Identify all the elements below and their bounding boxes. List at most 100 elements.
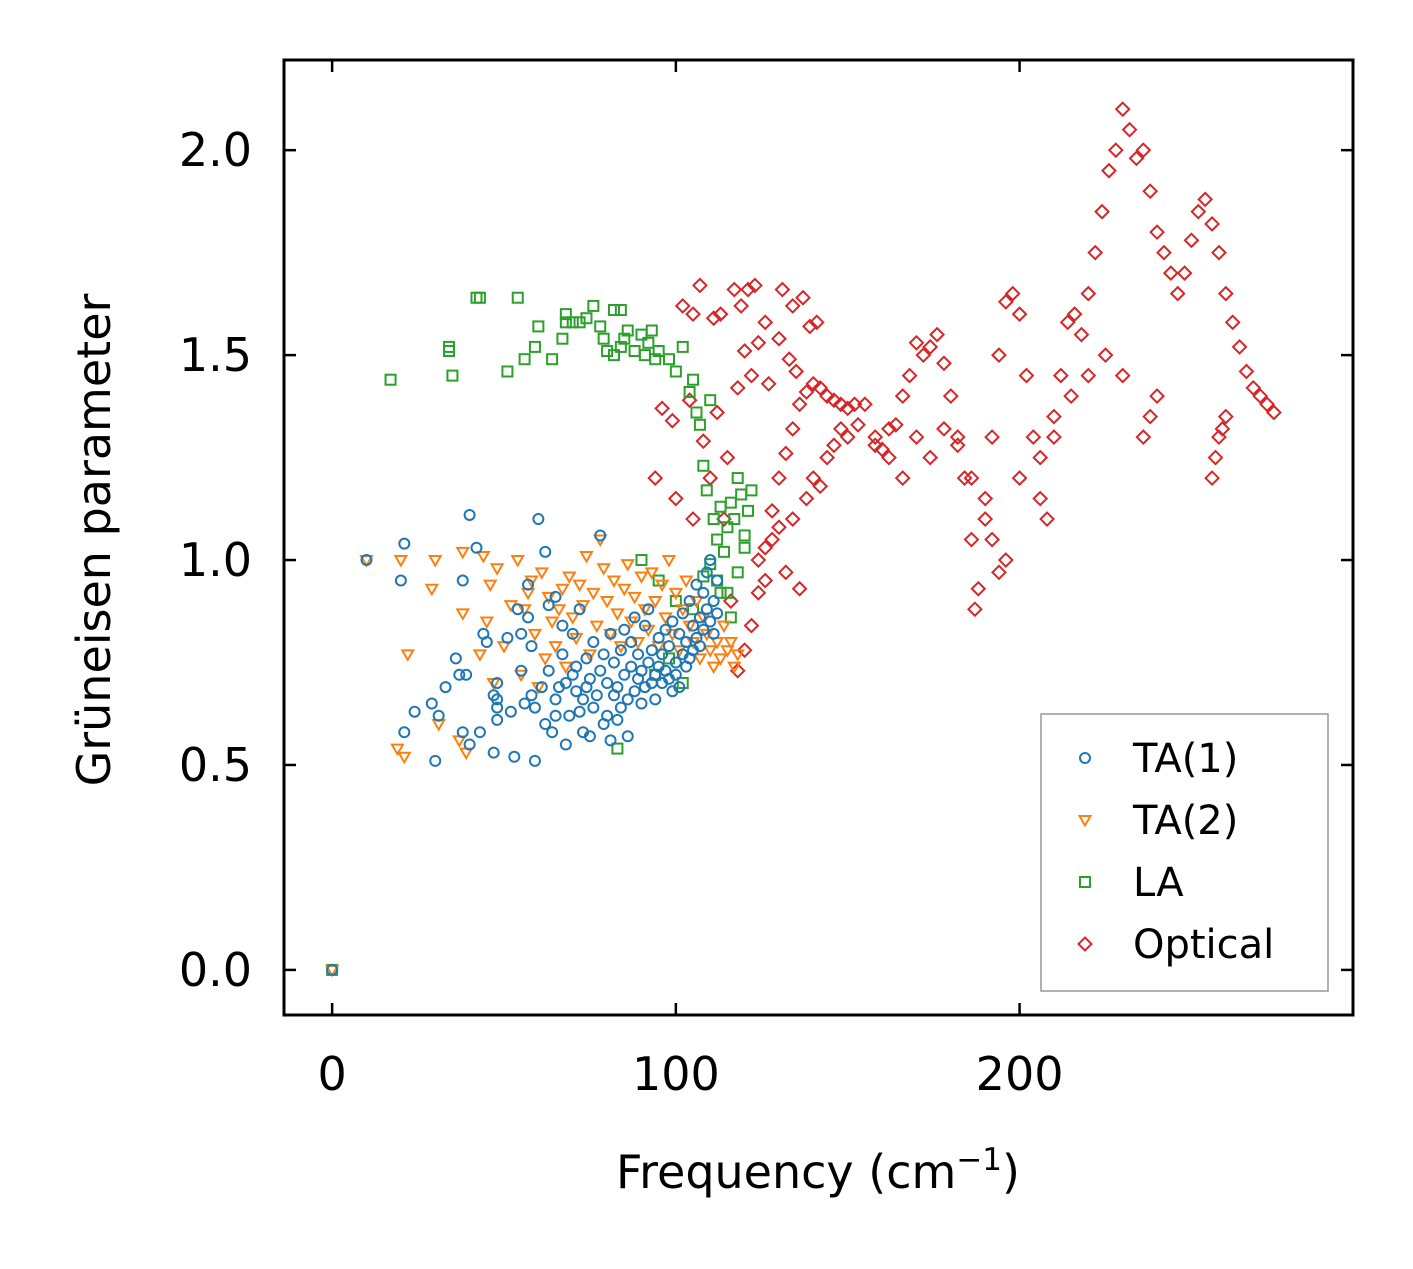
x-axis-label-main: Frequency (cm [616, 1145, 956, 1199]
point-optical [929, 326, 946, 343]
point-ta-1 [618, 623, 631, 636]
point-ta-1 [326, 963, 339, 976]
point-ta-1 [601, 709, 614, 722]
point-optical [743, 617, 760, 634]
axis-ticks-layer: 0 100 200 0.0 0.5 1.0 1.5 2.0 [179, 60, 1353, 1101]
point-optical [729, 379, 746, 396]
legend-marker-0 [1079, 752, 1091, 764]
point-optical [1176, 265, 1193, 282]
point-optical [991, 347, 1007, 364]
point-la [446, 369, 459, 382]
point-ta-1 [460, 668, 473, 681]
point-optical [781, 351, 798, 368]
point-ta-1 [473, 726, 486, 739]
point-ta-2 [720, 645, 735, 658]
point-la [580, 312, 593, 325]
point-la [711, 533, 724, 546]
point-ta-2 [524, 575, 539, 589]
point-la [669, 365, 682, 378]
point-optical [1142, 408, 1159, 425]
point-ta-2 [489, 563, 505, 576]
point-ta-1 [687, 619, 700, 632]
point-ta-1 [625, 660, 638, 673]
point-ta-1 [408, 705, 421, 718]
point-optical [846, 396, 863, 413]
point-ta-1 [707, 627, 720, 640]
point-ta-1 [594, 664, 607, 677]
point-optical [805, 470, 822, 486]
point-ta-1 [704, 554, 717, 567]
point-la [717, 545, 730, 558]
point-ta-1 [635, 697, 648, 710]
point-optical [819, 388, 836, 405]
point-ta-1 [491, 677, 504, 690]
point-ta-1 [700, 566, 713, 579]
point-optical [1245, 379, 1262, 396]
point-ta-2 [538, 653, 553, 666]
point-optical [1066, 306, 1083, 323]
point-ta-1 [453, 668, 466, 681]
point-optical [977, 511, 994, 527]
point-la [614, 304, 627, 317]
point-optical [915, 347, 932, 364]
point-ta-2 [397, 751, 412, 765]
point-ta-2 [558, 661, 574, 675]
point-optical [894, 470, 911, 486]
point-optical [936, 355, 952, 372]
point-optical [1135, 429, 1152, 445]
point-la [618, 332, 631, 345]
point-optical [963, 470, 980, 486]
point-optical [1052, 367, 1069, 384]
legend-marker-2 [1079, 876, 1091, 888]
point-la [511, 291, 524, 304]
point-optical [1217, 408, 1234, 425]
point-optical [757, 539, 774, 556]
point-ta-1 [449, 652, 462, 665]
point-optical [695, 433, 712, 450]
point-optical [1046, 408, 1062, 425]
point-ta-2 [610, 608, 625, 621]
y-tick-label: 0.5 [179, 738, 252, 792]
point-optical [839, 429, 856, 445]
point-ta-1 [528, 701, 541, 714]
point-la [559, 316, 572, 329]
point-optical [1214, 420, 1231, 437]
point-ta-2 [424, 583, 440, 597]
point-ta-1 [697, 623, 710, 636]
point-optical [654, 400, 671, 417]
point-ta-1 [597, 648, 610, 661]
point-ta-1 [673, 627, 686, 640]
point-ta-1 [680, 636, 693, 649]
point-ta-1 [697, 586, 710, 599]
point-optical [874, 441, 891, 458]
point-optical [850, 416, 866, 433]
point-optical [764, 502, 781, 519]
point-la [645, 324, 658, 337]
point-ta-1 [638, 619, 651, 632]
point-optical [942, 388, 959, 405]
point-optical [1073, 326, 1090, 343]
point-la [587, 299, 600, 312]
point-optical [1032, 490, 1049, 507]
point-ta-2 [672, 645, 687, 658]
legend-label: TA(1) [1132, 736, 1238, 782]
point-la [693, 418, 706, 431]
point-ta-1 [583, 672, 596, 685]
point-optical [922, 338, 939, 355]
point-optical [832, 396, 849, 413]
point-ta-1 [662, 640, 675, 653]
point-optical [1252, 388, 1269, 405]
point-ta-1 [625, 636, 638, 649]
point-optical [984, 429, 1000, 445]
point-ta-2 [713, 653, 728, 666]
point-ta-1 [491, 693, 504, 706]
point-ta-2 [627, 591, 642, 605]
point-ta-1 [556, 619, 569, 632]
point-ta-1 [535, 681, 548, 694]
point-optical [801, 318, 818, 335]
point-la [635, 554, 648, 567]
point-ta-2 [589, 620, 605, 634]
point-ta-1 [573, 603, 586, 616]
point-ta-1 [669, 656, 682, 669]
point-ta-1 [669, 668, 682, 681]
